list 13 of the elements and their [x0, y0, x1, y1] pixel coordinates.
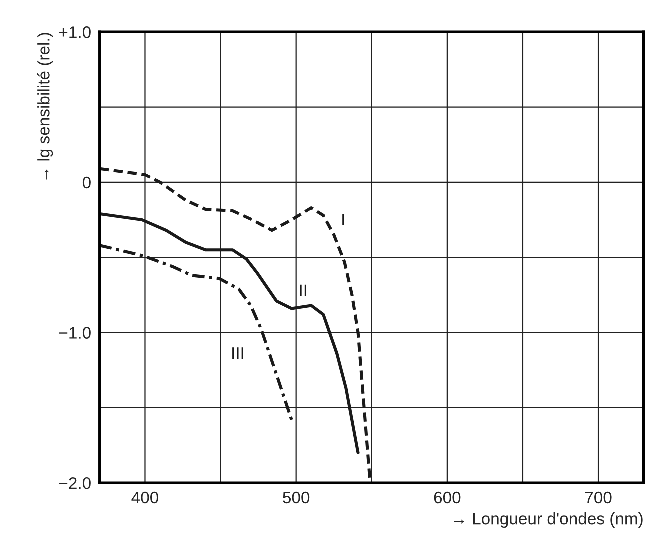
x-tick-label: 500	[283, 492, 310, 504]
y-tick-label: +1.0	[59, 26, 91, 38]
series-label: I	[342, 214, 344, 226]
x-axis-title: → Longueur d'ondes (nm)	[454, 512, 643, 528]
series-label: II	[300, 284, 306, 296]
x-tick-label: 700	[585, 492, 612, 504]
x-tick-label: 600	[434, 492, 461, 504]
x-tick-label: 400	[132, 492, 158, 504]
y-tick-label: −1.0	[60, 327, 91, 339]
y-tick-label: −2.0	[60, 477, 91, 490]
y-axis-title: → lg sensibilité (rel.)	[37, 33, 54, 180]
series-label: III	[232, 348, 244, 360]
y-tick-label: 0	[82, 176, 91, 189]
